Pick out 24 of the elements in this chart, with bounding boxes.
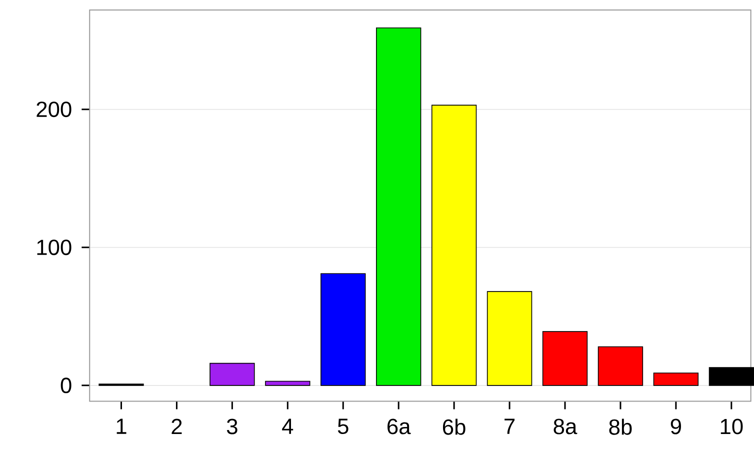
x-tick-label: 3 — [226, 418, 238, 434]
x-tick-label: 9 — [670, 418, 681, 434]
y-tick-label: 200 — [36, 102, 72, 118]
bar — [320, 273, 366, 386]
bar — [486, 291, 532, 386]
y-tick-label: 0 — [60, 378, 72, 394]
bar — [265, 380, 310, 386]
x-tick-label: 6b — [442, 418, 466, 435]
bar — [210, 362, 255, 386]
x-tick-label: 5 — [338, 418, 348, 434]
bar — [653, 372, 699, 386]
bar — [376, 27, 422, 386]
bar — [598, 346, 644, 386]
x-tick-label: 10 — [720, 418, 743, 434]
x-tick-label: 1 — [116, 418, 126, 434]
bar — [431, 104, 477, 386]
x-tick-label: 8a — [554, 418, 578, 434]
x-tick-label: 6a — [388, 418, 411, 434]
x-tick-label: 7 — [504, 418, 515, 434]
x-tick-label: 4 — [282, 418, 294, 434]
bar — [542, 331, 588, 386]
x-tick-label: 2 — [172, 418, 182, 434]
x-tick-label: 8b — [609, 418, 632, 435]
y-tick-label: 100 — [37, 240, 72, 256]
